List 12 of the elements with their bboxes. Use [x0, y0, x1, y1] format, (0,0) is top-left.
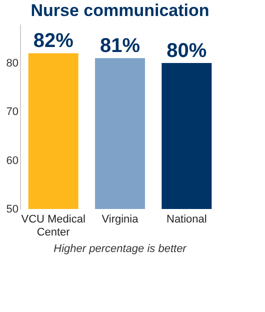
x-tick-label: National — [166, 214, 207, 226]
x-tick-label: VCU Medical Center — [21, 214, 86, 238]
data-label: 80% — [166, 40, 207, 62]
data-label: 82% — [33, 30, 74, 52]
text: Higher percentage is better — [54, 243, 188, 255]
y-tick-label: 50 — [6, 204, 18, 216]
x-tick-label: Virginia — [102, 214, 140, 226]
y-tick-label: 70 — [6, 106, 18, 118]
y-tick-label: 80 — [6, 57, 18, 70]
data-label: 81% — [100, 35, 140, 58]
chart-title: Nurse communication — [30, 1, 210, 20]
y-tick-label: 60 — [6, 154, 18, 167]
